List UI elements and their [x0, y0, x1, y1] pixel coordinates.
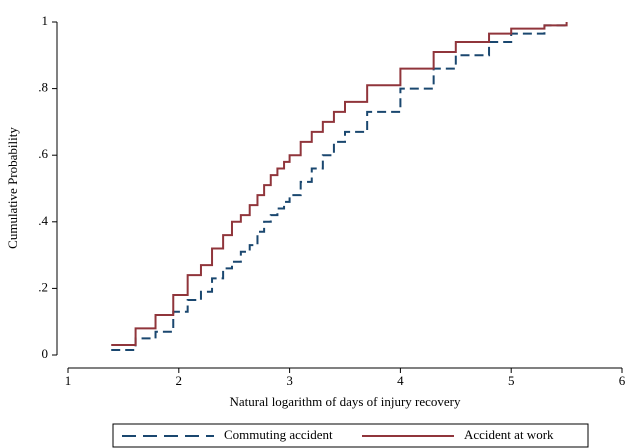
x-tick-label: 6: [619, 373, 626, 388]
y-tick-label: 0: [42, 346, 49, 361]
x-tick-label: 5: [508, 373, 515, 388]
y-tick-label: 1: [42, 13, 49, 28]
y-tick-label: .8: [38, 80, 48, 95]
x-axis-title: Natural logarithm of days of injury reco…: [229, 394, 461, 409]
y-tick-label: .2: [38, 279, 48, 294]
legend-label: Accident at work: [464, 427, 554, 442]
y-tick-label: .4: [38, 213, 48, 228]
x-tick-label: 3: [286, 373, 293, 388]
legend-label: Commuting accident: [224, 427, 333, 442]
y-axis-title: Cumulative Probability: [5, 127, 20, 249]
series-line: [111, 22, 568, 347]
x-tick-label: 4: [397, 373, 404, 388]
x-tick-label: 2: [176, 373, 183, 388]
y-tick-label: .6: [38, 146, 48, 161]
x-tick-label: 1: [65, 373, 72, 388]
legend-box: [112, 423, 589, 448]
series-line: [111, 22, 568, 352]
